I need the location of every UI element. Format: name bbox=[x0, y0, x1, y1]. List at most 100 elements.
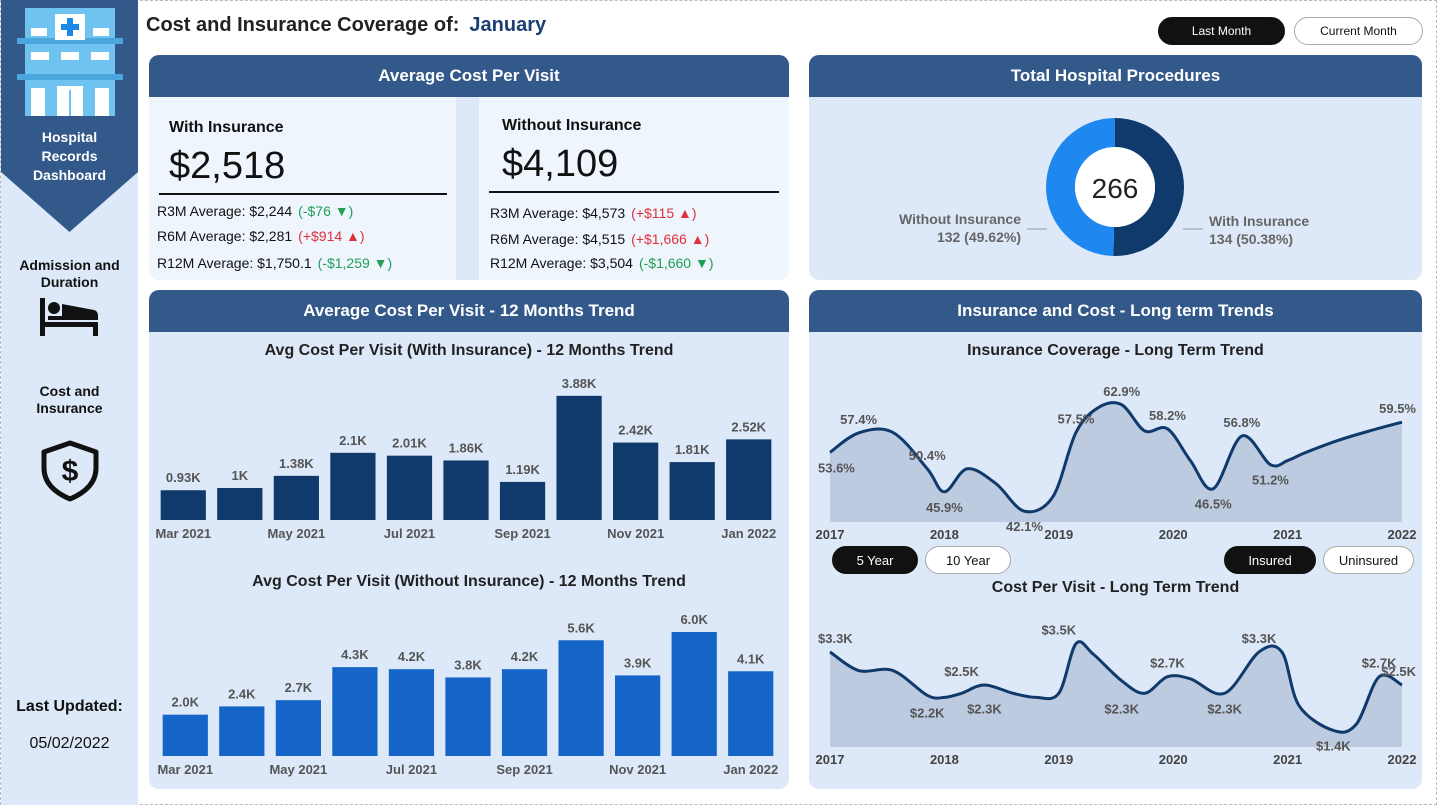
nav-cost-insurance[interactable]: Cost and Insurance bbox=[1, 383, 138, 417]
without-r3m-row: R3M Average: $4,573 (+$115 ▲) bbox=[490, 205, 697, 221]
bar-value-label: 1.19K bbox=[505, 462, 540, 477]
bar[interactable] bbox=[501, 669, 548, 756]
bar[interactable] bbox=[219, 706, 265, 756]
bar-value-label: 3.8K bbox=[454, 657, 482, 672]
chart-without-insurance-title: Avg Cost Per Visit (Without Insurance) -… bbox=[252, 573, 686, 590]
bar[interactable] bbox=[499, 481, 546, 520]
area-fill bbox=[830, 402, 1402, 522]
bar-value-label: 6.0K bbox=[680, 612, 708, 627]
longterm-panel-title: Insurance and Cost - Long term Trends bbox=[809, 290, 1422, 332]
x-tick-label: Jul 2021 bbox=[386, 762, 437, 777]
x-tick-label: 2021 bbox=[1273, 752, 1302, 767]
procedures-panel: Total Hospital Procedures Without Insura… bbox=[809, 55, 1422, 280]
sidebar: Hospital Records Dashboard Admission and… bbox=[1, 0, 138, 805]
bar[interactable] bbox=[556, 395, 602, 520]
x-tick-label: 2017 bbox=[816, 752, 845, 767]
bar[interactable] bbox=[726, 439, 772, 520]
five-year-toggle[interactable]: 5 Year bbox=[832, 546, 918, 574]
bar[interactable] bbox=[217, 488, 263, 520]
bar[interactable] bbox=[728, 671, 774, 756]
point-label: 56.8% bbox=[1223, 415, 1260, 430]
avg-cost-panel-title: Average Cost Per Visit bbox=[149, 55, 789, 97]
bar[interactable] bbox=[445, 677, 491, 756]
bar[interactable] bbox=[273, 475, 319, 520]
bar-value-label: 1K bbox=[232, 468, 249, 483]
sidebar-title-line: Dashboard bbox=[32, 167, 107, 183]
avg-label: R3M Average: $4,573 bbox=[490, 205, 626, 221]
donut-hole bbox=[1075, 147, 1155, 227]
bar[interactable] bbox=[160, 490, 206, 520]
bar-value-label: 2.42K bbox=[618, 423, 653, 438]
page-title-text: Cost and Insurance Coverage of: bbox=[146, 14, 460, 36]
insured-toggle[interactable]: Insured bbox=[1224, 546, 1316, 574]
bar[interactable] bbox=[386, 455, 433, 520]
bar[interactable] bbox=[613, 442, 659, 520]
point-label: $2.5K bbox=[1381, 664, 1416, 679]
last-updated-value: 05/02/2022 bbox=[29, 735, 110, 752]
donut-without-label: Without Insurance bbox=[899, 211, 1021, 227]
x-tick-label: 2019 bbox=[1044, 527, 1073, 542]
point-label: 45.9% bbox=[926, 500, 963, 515]
x-tick-label: May 2021 bbox=[269, 762, 327, 777]
bar[interactable] bbox=[162, 714, 208, 756]
area-line[interactable] bbox=[829, 640, 1403, 734]
bar[interactable] bbox=[558, 640, 604, 756]
x-tick-label: 2019 bbox=[1044, 752, 1073, 767]
bar-value-label: 3.88K bbox=[562, 376, 597, 391]
nav-label: Cost and bbox=[39, 383, 100, 399]
area-chart-coverage: 2017 2018 2019 2020 2021 2022 53.6% 57.4% 50.4% 4… bbox=[816, 384, 1417, 542]
point-label: $2.7K bbox=[1362, 656, 1397, 671]
bar[interactable] bbox=[443, 460, 489, 520]
bar-value-label: 2.01K bbox=[392, 436, 427, 451]
bar-value-label: 3.9K bbox=[624, 655, 652, 670]
point-label: $3.5K bbox=[1041, 623, 1076, 638]
area-line[interactable] bbox=[829, 401, 1403, 514]
donut-with-label: With Insurance bbox=[1209, 213, 1309, 229]
x-tick-label: 2022 bbox=[1388, 752, 1417, 767]
bar-value-label: 2.4K bbox=[228, 686, 256, 701]
point-label: 57.4% bbox=[840, 412, 877, 427]
bar[interactable] bbox=[388, 669, 435, 756]
point-label: 46.5% bbox=[1195, 497, 1232, 512]
bar-value-label: 4.2K bbox=[511, 649, 539, 664]
bar[interactable] bbox=[671, 632, 717, 756]
point-label: 57.5% bbox=[1058, 411, 1095, 426]
bar-value-label: 1.86K bbox=[449, 440, 484, 455]
x-tick-label: 2020 bbox=[1159, 527, 1188, 542]
bar[interactable] bbox=[615, 675, 661, 756]
x-tick-label: Nov 2021 bbox=[607, 526, 664, 541]
with-insurance-value: $2,518 bbox=[169, 145, 286, 187]
point-label: 51.2% bbox=[1252, 473, 1289, 488]
ten-year-toggle[interactable]: 10 Year bbox=[925, 546, 1011, 574]
nav-admission-duration[interactable]: Admission and Duration bbox=[1, 257, 138, 291]
bar[interactable] bbox=[332, 667, 378, 756]
point-label: $2.3K bbox=[967, 701, 1002, 716]
uninsured-toggle[interactable]: Uninsured bbox=[1323, 546, 1414, 574]
point-label: $2.7K bbox=[1150, 656, 1185, 671]
x-tick-label: Sep 2021 bbox=[496, 762, 552, 777]
last-updated-label: Last Updated: bbox=[16, 698, 123, 715]
donut-slice[interactable] bbox=[1113, 118, 1184, 256]
current-month-toggle[interactable]: Current Month bbox=[1294, 17, 1423, 45]
bar[interactable] bbox=[275, 700, 321, 756]
with-r6m-row: R6M Average: $2,281 (+$914 ▲) bbox=[157, 228, 365, 244]
avg-change: (+$1,666 ▲) bbox=[631, 231, 710, 247]
avg-label: R6M Average: $2,281 bbox=[157, 228, 293, 244]
point-label: $2.3K bbox=[1104, 701, 1139, 716]
nav-label: Duration bbox=[40, 274, 99, 290]
avg-label: R3M Average: $2,244 bbox=[157, 203, 293, 219]
last-month-toggle[interactable]: Last Month bbox=[1158, 17, 1285, 45]
donut-slice[interactable] bbox=[1045, 118, 1115, 256]
bar[interactable] bbox=[669, 462, 715, 520]
without-r12m-row: R12M Average: $3,504 (-$1,660 ▼) bbox=[490, 255, 714, 271]
dollar-shield-icon[interactable]: $ bbox=[40, 440, 100, 502]
bar[interactable] bbox=[330, 452, 376, 520]
avg-label: R12M Average: $1,750.1 bbox=[157, 255, 312, 271]
with-insurance-card: With Insurance $2,518 R3M Average: $2,24… bbox=[149, 97, 456, 280]
avg-change: (-$1,259 ▼) bbox=[317, 255, 393, 271]
bed-icon[interactable] bbox=[38, 296, 100, 338]
x-tick-label: Sep 2021 bbox=[494, 526, 550, 541]
point-label: $3.3K bbox=[1242, 631, 1277, 646]
trend12-panel-title: Average Cost Per Visit - 12 Months Trend bbox=[149, 290, 789, 332]
avg-label: R6M Average: $4,515 bbox=[490, 231, 626, 247]
